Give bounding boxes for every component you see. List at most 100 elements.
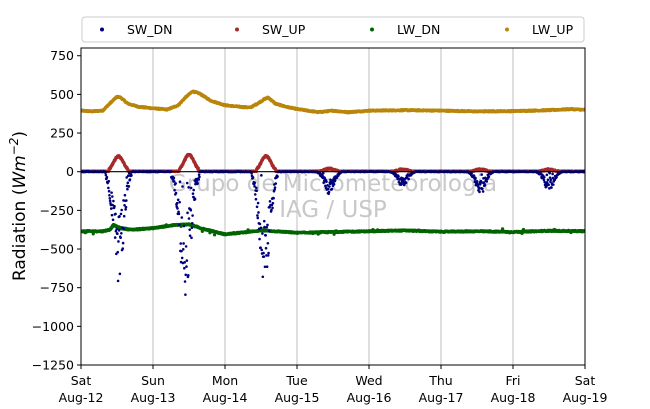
sw-dn-point	[328, 185, 331, 188]
watermark-line-2: IAG / USP	[279, 197, 387, 223]
sw-dn-point	[276, 175, 279, 178]
sw-dn-point	[256, 214, 259, 217]
sw-dn-point	[328, 182, 332, 186]
sw-dn-point	[255, 186, 258, 190]
sw-dn-point	[262, 255, 266, 258]
sw-dn-point	[173, 188, 176, 192]
sw-dn-point	[267, 251, 270, 255]
sw-dn-point	[198, 175, 201, 179]
sw-dn-point	[182, 224, 186, 228]
sw-dn-point	[264, 246, 268, 250]
sw-dn-point	[176, 198, 180, 202]
sw-dn-point	[262, 251, 265, 255]
sw-dn-point	[257, 211, 260, 214]
series-lw-up	[81, 89, 585, 115]
sw-dn-point	[110, 191, 113, 194]
sw-dn-point	[107, 186, 110, 190]
sw-dn-point	[112, 199, 115, 203]
sw-dn-point	[116, 250, 120, 254]
sw-dn-point	[122, 227, 126, 231]
sw-dn-point	[264, 234, 267, 237]
sw-dn-point	[109, 207, 113, 210]
sw-dn-point	[185, 265, 188, 268]
sw-dn-point	[183, 266, 186, 270]
sw-dn-point	[114, 212, 117, 216]
sw-dn-point	[261, 275, 265, 279]
sw-dn-point	[332, 182, 336, 186]
sw-dn-point	[116, 279, 120, 283]
sw-dn-point	[265, 225, 269, 229]
sw-dn-point	[172, 176, 176, 180]
sw-dn-point	[268, 200, 272, 203]
sw-dn-point	[124, 208, 127, 211]
sw-dn-point	[118, 272, 122, 276]
sw-dn-point	[197, 178, 201, 181]
sw-dn-point	[177, 212, 181, 216]
sw-dn-point	[126, 187, 129, 191]
sw-dn-point	[192, 188, 195, 192]
sw-dn-point	[182, 242, 185, 245]
sw-dn-point	[186, 274, 190, 277]
sw-dn-point	[108, 193, 111, 197]
sw-dn-point	[189, 208, 193, 212]
sw-dn-point	[256, 216, 260, 220]
sw-dn-point	[120, 208, 123, 212]
sw-dn-point	[271, 206, 274, 210]
sw-dn-point	[174, 191, 178, 195]
sw-dn-point	[181, 185, 184, 188]
sw-dn-point	[191, 214, 194, 217]
sw-dn-point	[260, 174, 263, 177]
sw-dn-point	[259, 226, 263, 230]
sw-dn-point	[266, 254, 270, 257]
sw-dn-point	[185, 181, 189, 185]
sw-dn-point	[197, 173, 201, 177]
sw-dn-point	[274, 182, 278, 185]
sw-dn-point	[190, 221, 194, 225]
sw-dn-point	[130, 174, 133, 177]
sw-dn-point	[253, 181, 257, 184]
sw-dn-point	[107, 189, 111, 193]
sw-dn-point	[110, 213, 114, 217]
sw-dn-point	[122, 214, 126, 218]
sw-dn-point	[254, 197, 258, 201]
sw-dn-point	[260, 248, 264, 252]
sw-dn-point	[258, 222, 262, 226]
sw-dn-point	[258, 237, 261, 241]
sw-dn-point	[327, 190, 331, 194]
sw-dn-point	[179, 242, 183, 245]
sw-dn-point	[184, 293, 187, 296]
sw-dn-point	[119, 212, 123, 216]
sw-dn-point	[180, 249, 183, 253]
sw-dn-point	[184, 245, 188, 248]
sw-dn-point	[267, 229, 271, 233]
sw-dn-point	[176, 207, 179, 210]
plot-area	[81, 48, 585, 365]
grid-lines	[152, 48, 514, 365]
sw-dn-point	[117, 240, 120, 243]
sw-dn-point	[271, 201, 275, 205]
sw-dn-point	[189, 186, 193, 190]
sw-dn-point	[250, 172, 253, 175]
sw-dn-point	[251, 176, 255, 179]
sw-up-point	[196, 166, 200, 170]
sw-dn-point	[180, 216, 184, 219]
sw-dn-point	[190, 236, 193, 240]
sw-dn-point	[111, 218, 115, 222]
series-lw-dn	[81, 222, 585, 237]
sw-dn-point	[253, 193, 257, 196]
sw-dn-point	[120, 232, 123, 235]
sw-dn-point	[174, 182, 177, 185]
sw-dn-point	[180, 256, 184, 260]
sw-dn-point	[273, 186, 277, 189]
sw-dn-point	[125, 199, 128, 202]
sw-dn-point	[266, 241, 270, 245]
sw-dn-point	[261, 232, 264, 235]
sw-dn-point	[183, 261, 186, 264]
sw-dn-point	[265, 265, 269, 269]
sw-dn-point	[128, 178, 132, 181]
sw-dn-point	[187, 217, 191, 220]
sw-dn-point	[121, 241, 125, 245]
sw-dn-point	[256, 201, 260, 205]
sw-dn-point	[183, 280, 187, 283]
